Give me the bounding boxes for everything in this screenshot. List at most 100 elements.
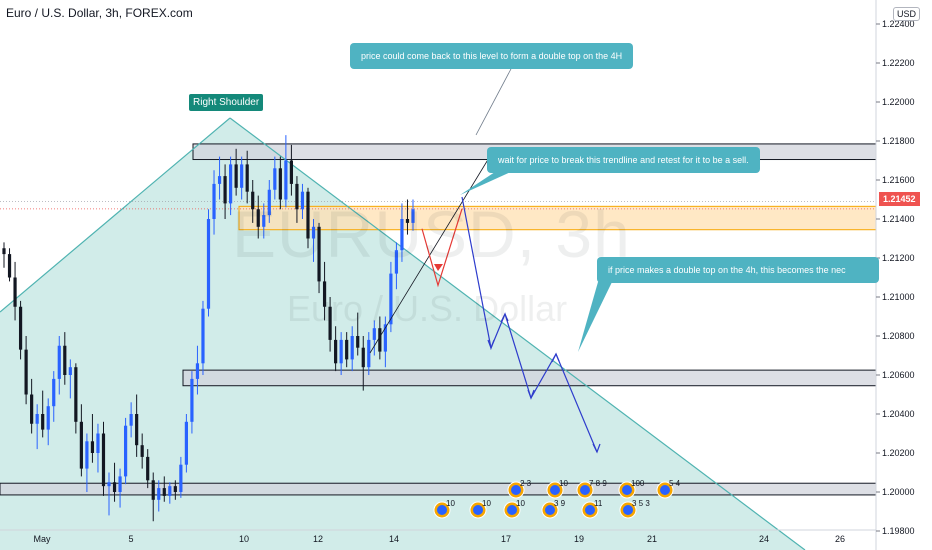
triangle-fill: [0, 118, 805, 550]
candle-body: [157, 488, 161, 500]
candle-body: [300, 191, 305, 210]
event-label: 5 4: [669, 479, 681, 488]
y-tick-label: 1.19800: [882, 526, 915, 536]
y-tick-label: 1.20000: [882, 487, 915, 497]
candle-body: [123, 425, 128, 477]
candle-body: [118, 476, 122, 492]
event-label: 10: [516, 499, 525, 508]
candle-body: [361, 347, 365, 368]
candle-body: [262, 215, 266, 227]
candle-body: [96, 433, 100, 453]
candle-body: [184, 421, 188, 465]
candle-body: [306, 191, 310, 239]
callout-double-top[interactable]: price could come back to this level to f…: [350, 43, 634, 69]
projection-path: [461, 196, 598, 453]
candle-body: [311, 226, 316, 239]
candle-body: [289, 160, 294, 184]
candle-body: [135, 414, 139, 446]
candle-body: [350, 336, 354, 360]
projection-arrowhead: [527, 389, 535, 400]
x-tick-label: 14: [389, 534, 399, 544]
candle-body: [107, 482, 111, 487]
y-tick-label: 1.21200: [882, 253, 915, 263]
candle-body: [35, 414, 39, 424]
callout-3-pointer: [578, 282, 612, 352]
candle-body: [85, 441, 89, 469]
candle-body: [146, 456, 150, 481]
candle-body: [24, 349, 28, 395]
y-tick-label: 1.21800: [882, 136, 915, 146]
y-tick-label: 1.20200: [882, 448, 915, 458]
candle-body: [345, 339, 349, 360]
triangle-left-edge: [0, 117, 231, 313]
candle-body: [79, 421, 83, 469]
candle-body: [328, 306, 332, 340]
candle-body: [405, 219, 410, 223]
projection-arrowhead: [551, 352, 560, 363]
zone-support: [0, 482, 877, 496]
candle-body: [251, 191, 255, 210]
event-icon-core: [660, 485, 670, 495]
event-icon-core: [545, 505, 555, 515]
x-tick-label: 10: [239, 534, 249, 544]
candle-body: [195, 363, 200, 379]
y-tick-label: 1.21000: [882, 292, 915, 302]
y-tick-label: 1.22000: [882, 97, 915, 107]
projection-arrowhead: [592, 443, 601, 454]
callout-neckline[interactable]: if price makes a double top on the 4h, t…: [597, 257, 879, 283]
candle-body: [400, 219, 404, 251]
candle-body: [162, 488, 166, 496]
event-label: 3 5 3: [632, 499, 650, 508]
candle-body: [190, 378, 194, 422]
event-icon-core: [507, 505, 517, 515]
candle-body: [411, 209, 415, 223]
event-icon-core: [550, 485, 560, 495]
candle-body: [68, 367, 72, 375]
candle-body: [356, 336, 360, 348]
candle-body: [372, 328, 376, 340]
event-icon-core: [623, 505, 633, 515]
x-tick-label: 19: [574, 534, 584, 544]
candle-body: [317, 226, 321, 282]
candle-body: [74, 367, 78, 422]
current-price-tag: 1.21452: [879, 192, 920, 206]
candle-body: [267, 189, 271, 216]
x-tick-label: 12: [313, 534, 323, 544]
candle-body: [112, 482, 117, 492]
candle-body: [273, 168, 277, 190]
callout-trendline-retest[interactable]: wait for price to break this trendline a…: [487, 147, 760, 173]
candle-body: [339, 339, 343, 364]
candle-body: [151, 480, 155, 500]
candle-body: [394, 250, 399, 274]
y-tick-label: 1.20800: [882, 331, 915, 341]
callout-2-pointer: [460, 170, 515, 195]
event-label: 10: [559, 479, 568, 488]
candle-body: [46, 406, 50, 430]
candle-body: [256, 209, 260, 227]
candle-body: [7, 254, 12, 278]
rising-trendline: [369, 152, 493, 354]
y-tick-label: 1.20400: [882, 409, 915, 419]
event-icon-core: [622, 485, 632, 495]
callout-1-pointer: [475, 66, 513, 136]
y-tick-label: 1.21600: [882, 175, 915, 185]
candle-body: [2, 248, 6, 255]
x-tick-label: 5: [128, 534, 133, 544]
currency-badge[interactable]: USD: [893, 7, 921, 21]
candle-body: [367, 339, 371, 368]
triangle-right-edge: [229, 117, 806, 550]
zone-target: [238, 205, 877, 231]
candle-body: [223, 176, 227, 204]
x-tick-label: May: [33, 534, 51, 544]
event-label: 7 8 9: [589, 479, 607, 488]
event-label: 2 3: [520, 479, 532, 488]
x-tick-label: 17: [501, 534, 511, 544]
chart-title: Euro / U.S. Dollar, 3h, FOREX.com: [6, 6, 193, 20]
candle-body: [229, 164, 233, 204]
candle-body: [179, 464, 183, 492]
candle-body: [206, 219, 211, 309]
candle-body: [13, 277, 17, 307]
candle-body: [140, 445, 144, 457]
